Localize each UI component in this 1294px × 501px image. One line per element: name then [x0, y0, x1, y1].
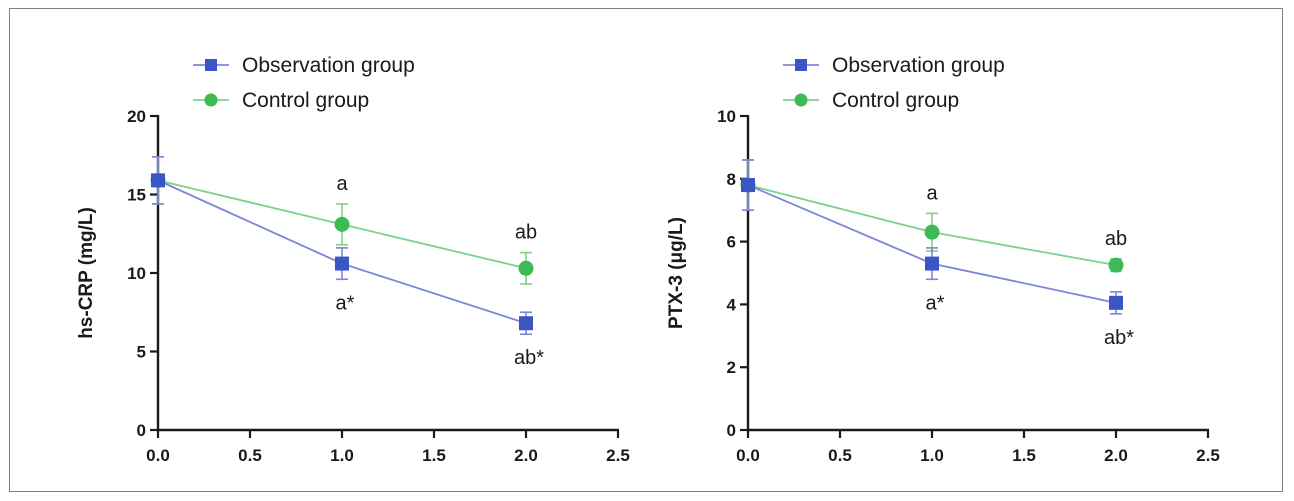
figure-frame: 0 5 10 15 20 0.0 0.5 1.0 1.5 2.0 2.5 hs-CRP (mg/L) a…: [9, 8, 1283, 492]
y-tick-label: 0: [137, 421, 146, 440]
significance-annotation: ab: [1105, 228, 1127, 250]
y-axis-label: hs-CRP (mg/L): [76, 207, 97, 339]
data-point-observation: [335, 256, 349, 271]
y-tick-label: 6: [727, 233, 736, 252]
significance-annotation: ab: [515, 222, 537, 244]
legend-marker-observation: [205, 59, 217, 71]
y-tick-label: 2: [727, 358, 736, 377]
x-tick-label: 0.0: [736, 446, 760, 465]
x-tick-label: 1.5: [422, 446, 446, 465]
x-tick-label: 2.5: [1196, 446, 1220, 465]
legend-label-observation: Observation group: [242, 54, 415, 77]
data-point-control: [334, 216, 350, 232]
data-point-observation: [1109, 295, 1123, 310]
legend-label-observation: Observation group: [832, 54, 1005, 77]
y-tick-label: 5: [137, 343, 146, 362]
x-tick-label: 1.0: [920, 446, 944, 465]
x-tick-label: 2.0: [1104, 446, 1128, 465]
significance-annotation: ab*: [1104, 327, 1134, 349]
chart-panel-2: 0 2 4 6 8 10 0.0 0.5 1.0 1.5 2.0 2.5 PTX-3 (μg/L) a a*…: [666, 54, 1220, 465]
significance-annotation: a: [336, 173, 348, 195]
y-tick-label: 20: [127, 107, 146, 126]
legend-marker-control: [204, 93, 218, 107]
y-tick-label: 15: [127, 186, 146, 205]
significance-annotation: a*: [336, 292, 355, 314]
y-tick-label: 4: [727, 295, 737, 314]
significance-annotation: a: [926, 182, 938, 204]
data-point-control: [518, 260, 534, 276]
x-tick-label: 0.5: [238, 446, 262, 465]
y-axis-label: PTX-3 (μg/L): [666, 217, 687, 329]
y-tick-label: 10: [127, 264, 146, 283]
x-tick-label: 0.5: [828, 446, 852, 465]
data-point-observation: [519, 316, 533, 331]
significance-annotation: a*: [926, 292, 945, 314]
x-tick-label: 2.5: [606, 446, 630, 465]
x-tick-label: 1.5: [1012, 446, 1036, 465]
legend-label-control: Control group: [242, 89, 369, 112]
data-point-control: [1108, 257, 1124, 273]
legend-label-control: Control group: [832, 89, 959, 112]
significance-annotation: ab*: [514, 347, 544, 369]
y-tick-label: 8: [727, 170, 736, 189]
x-tick-label: 0.0: [146, 446, 170, 465]
y-tick-label: 0: [727, 421, 736, 440]
x-tick-label: 2.0: [514, 446, 538, 465]
data-point-observation: [741, 178, 755, 193]
legend-marker-control: [794, 93, 808, 107]
x-tick-label: 1.0: [330, 446, 354, 465]
data-point-observation: [925, 256, 939, 271]
y-tick-label: 10: [717, 107, 736, 126]
chart-panel-1: 0 5 10 15 20 0.0 0.5 1.0 1.5 2.0 2.5 hs-CRP (mg/L) a…: [76, 54, 630, 465]
data-point-control: [924, 224, 940, 240]
data-point-observation: [151, 173, 165, 188]
legend-marker-observation: [795, 59, 807, 71]
